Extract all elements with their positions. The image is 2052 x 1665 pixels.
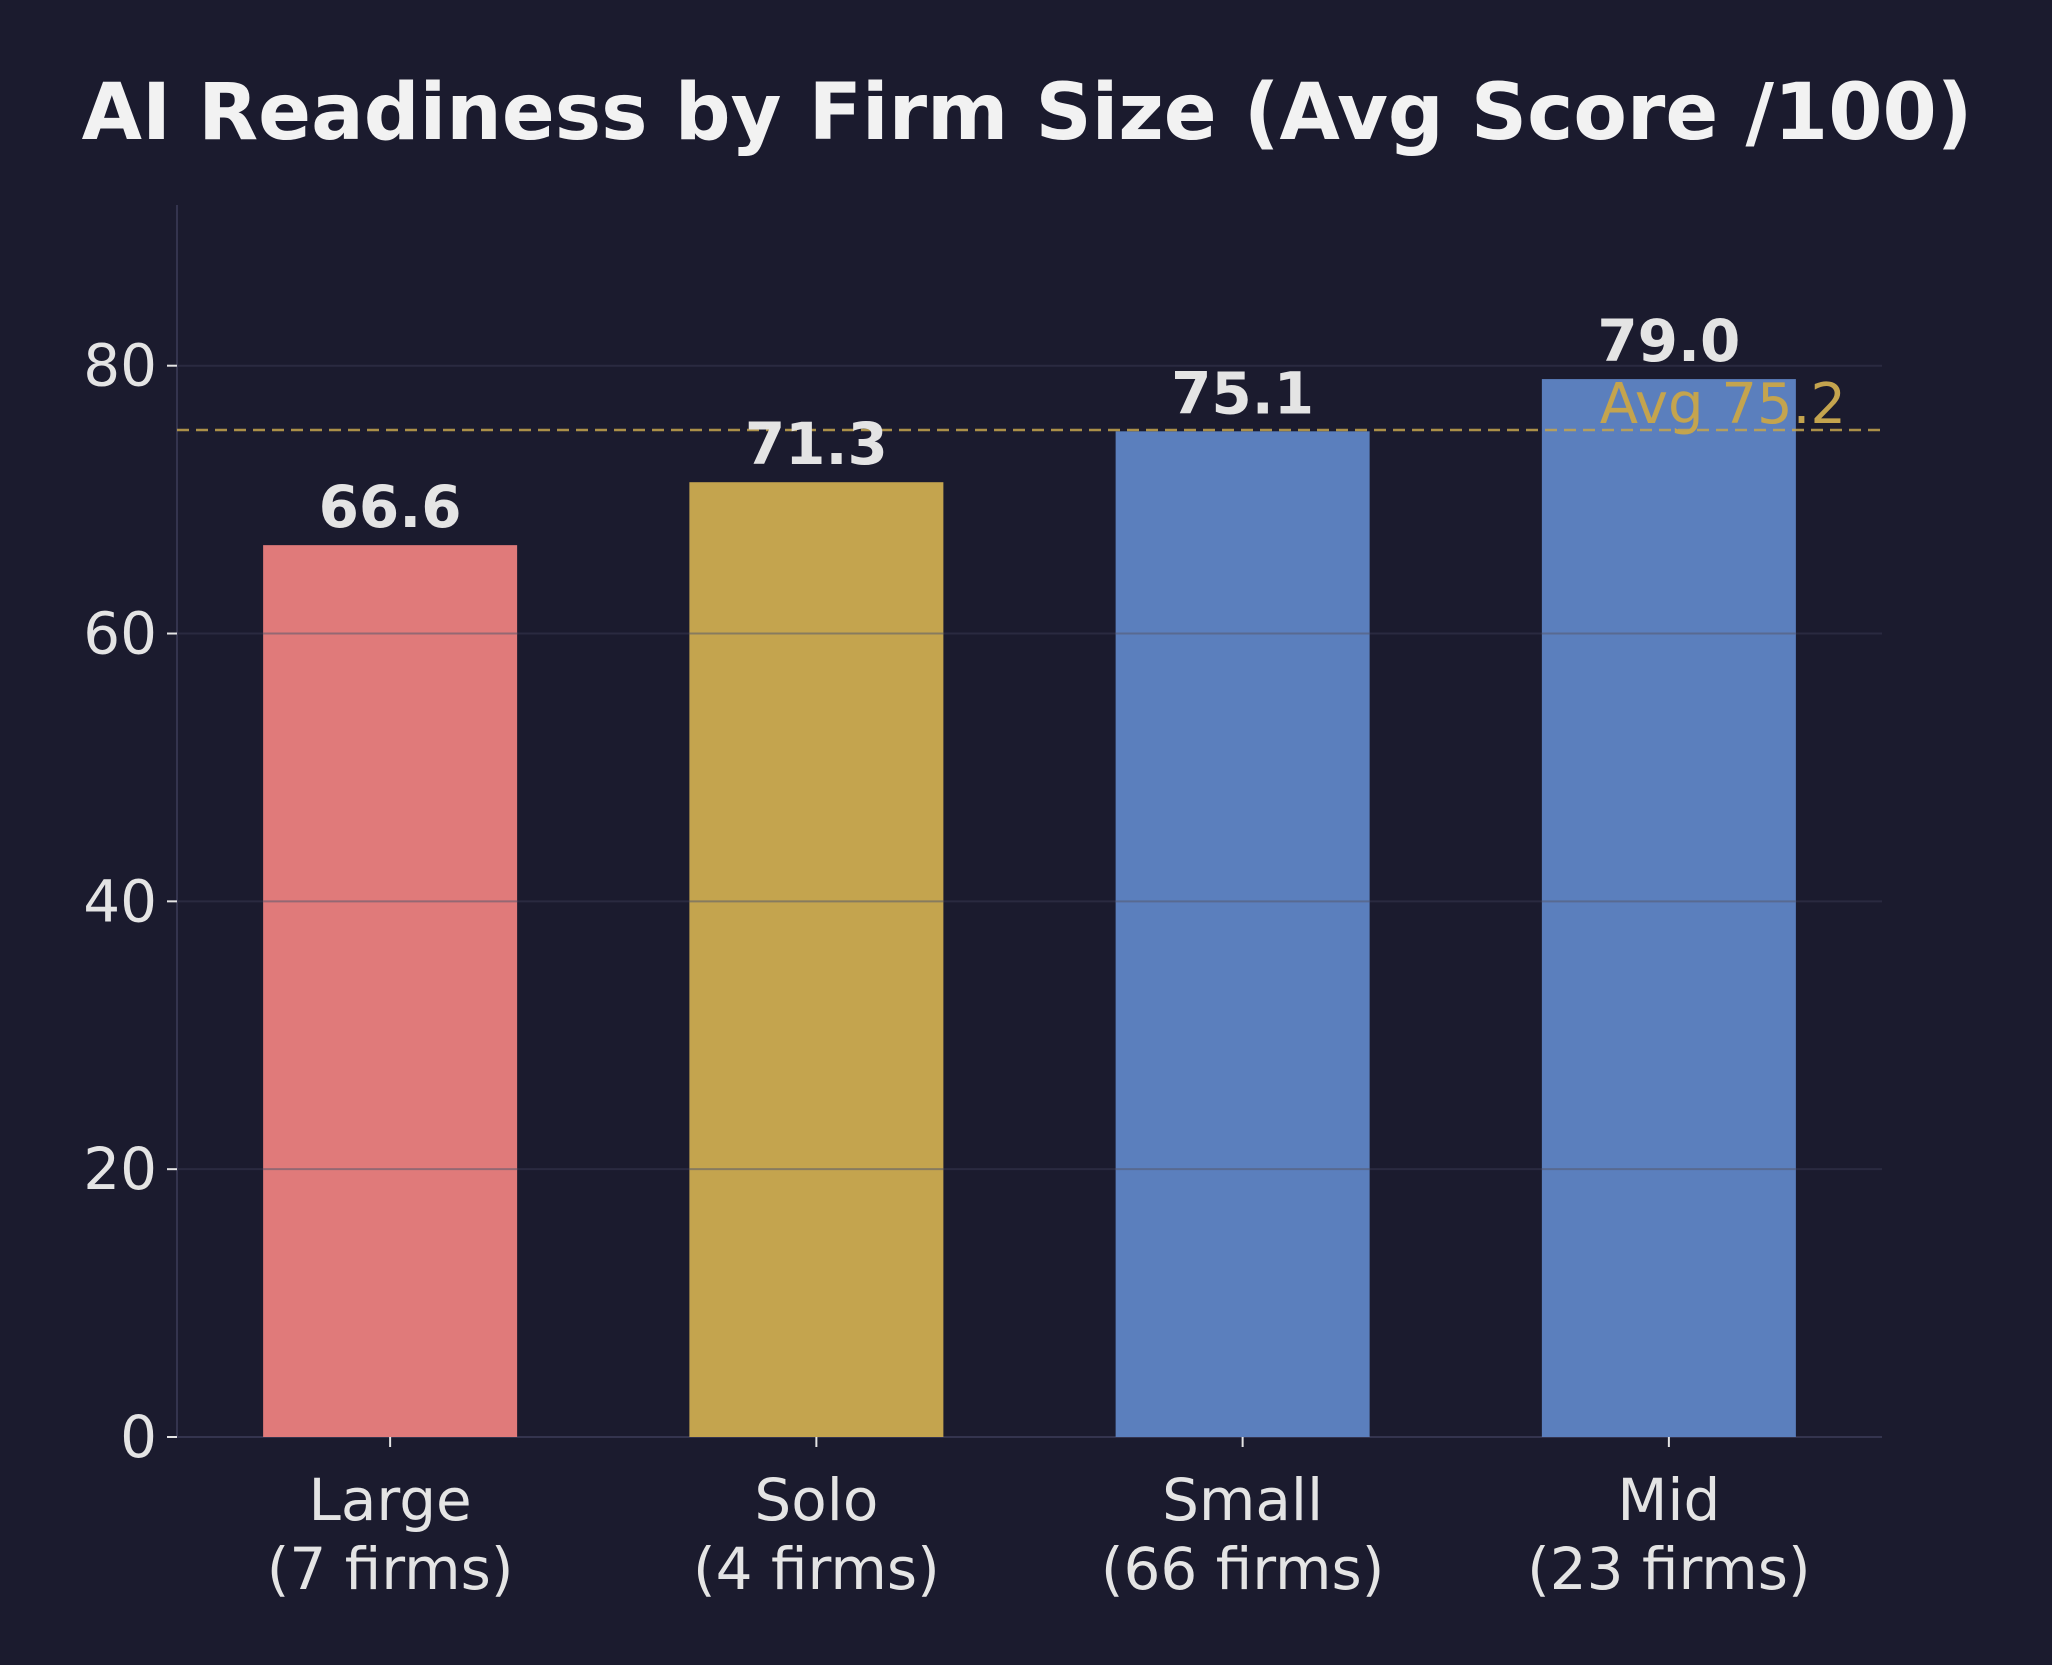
y-tick-label: 20 xyxy=(83,1135,157,1203)
bar xyxy=(1541,379,1796,1438)
x-tick-label: Mid xyxy=(1617,1466,1720,1534)
bar-value-label: 66.6 xyxy=(319,473,462,541)
bar xyxy=(689,482,944,1437)
x-tick-label: (66 firms) xyxy=(1101,1535,1385,1603)
x-tick-label: (7 firms) xyxy=(267,1535,514,1603)
y-tick-label: 80 xyxy=(83,332,157,400)
y-tick-label: 60 xyxy=(83,600,157,668)
labels: 66.6 Large(7 firms) 71.3 Solo(4 firms) 75.1 S… xyxy=(267,307,1811,1603)
y-tick-label: 40 xyxy=(83,867,157,935)
x-tick-label: Large xyxy=(309,1466,472,1534)
bar-value-label: 75.1 xyxy=(1171,359,1314,427)
bar xyxy=(263,545,518,1437)
reference-line-group: Avg 75.2 xyxy=(177,372,1882,437)
bar xyxy=(1115,431,1370,1437)
chart-title: AI Readiness by Firm Size (Avg Score /10… xyxy=(82,68,1973,158)
bars xyxy=(263,379,1796,1438)
x-tick-label: (23 firms) xyxy=(1527,1535,1811,1603)
average-line-label: Avg 75.2 xyxy=(1600,372,1846,437)
bar-value-label: 71.3 xyxy=(745,410,888,478)
gridline-overlay xyxy=(263,632,1796,1171)
bar-value-label: 79.0 xyxy=(1597,307,1740,375)
x-tick-label: (4 firms) xyxy=(693,1535,940,1603)
x-tick-label: Solo xyxy=(754,1466,878,1534)
x-tick-label: Small xyxy=(1162,1466,1323,1534)
y-tick-label: 0 xyxy=(120,1403,157,1471)
